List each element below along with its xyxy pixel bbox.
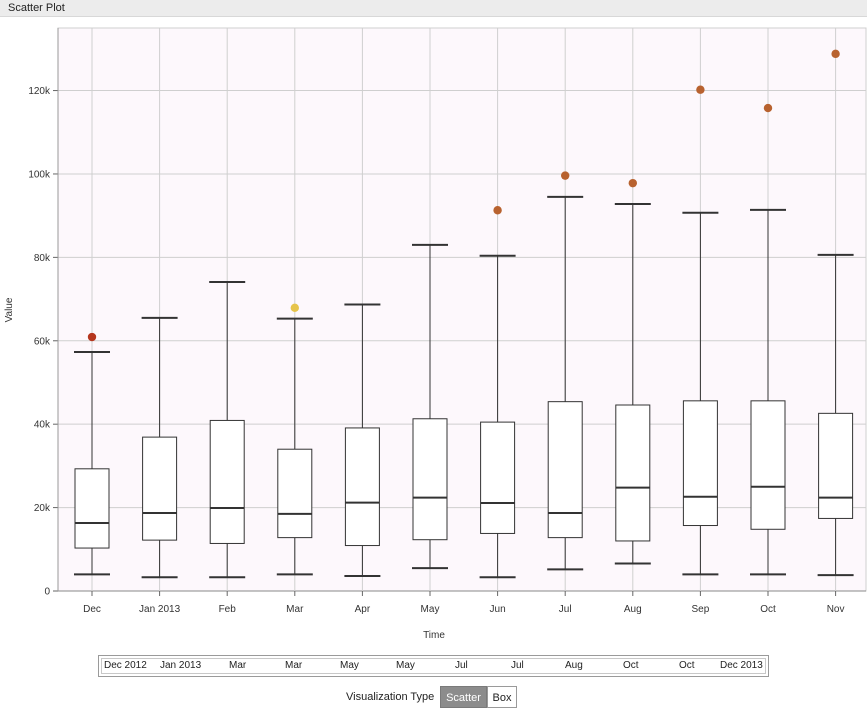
x-axis-label: Time [423, 630, 445, 641]
box-jan-2013 [141, 316, 178, 579]
outlier-point [696, 85, 705, 94]
box-toggle-button[interactable]: Box [487, 686, 517, 708]
box-iqr [615, 404, 651, 542]
range-label: Jan 2013 [160, 660, 202, 671]
window-title: Scatter Plot [8, 2, 65, 14]
box-mar [276, 317, 313, 576]
outlier-series [87, 49, 840, 342]
x-tick-label: Jan 2013 [139, 604, 181, 615]
outlier-point [561, 171, 570, 180]
y-tick-label: 0 [44, 587, 50, 598]
range-label: Dec 2013 [720, 660, 763, 671]
box-iqr [480, 421, 516, 534]
range-label: Mar [285, 660, 303, 671]
x-tick-label: Feb [219, 604, 237, 615]
plot-area [57, 27, 867, 592]
box-iqr [209, 419, 245, 544]
visualization-type-control: Visualization Type Scatter Box [0, 686, 867, 708]
outlier-point [87, 332, 97, 342]
scatter-toggle-button[interactable]: Scatter [440, 686, 487, 708]
box-iqr [682, 400, 718, 527]
window-titlebar: Scatter Plot [0, 0, 867, 17]
box-iqr [750, 400, 786, 530]
range-label: May [396, 660, 415, 671]
outlier-point [628, 178, 637, 188]
box-iqr [74, 468, 110, 549]
range-label: Oct [623, 660, 639, 671]
range-label: Jul [455, 660, 468, 671]
box-iqr [277, 448, 313, 539]
outlier-point [831, 49, 840, 59]
range-label: Dec 2012 [104, 660, 147, 671]
x-tick-label: Apr [355, 604, 371, 615]
time-range-track[interactable] [101, 658, 766, 674]
range-label: Oct [679, 660, 695, 671]
y-tick-label: 60k [34, 336, 51, 347]
box-jun [479, 254, 516, 579]
range-label: Aug [565, 660, 583, 671]
range-label: May [340, 660, 359, 671]
range-label: Mar [229, 660, 247, 671]
box-plot-chart: 0 20k 40k 60k 80k 100k 120k Dec Jan 2013 Feb Mar A… [4, 27, 867, 641]
box-may [412, 243, 448, 570]
box-nov [817, 253, 854, 577]
box-feb [209, 280, 246, 579]
y-tick-label: 120k [28, 86, 51, 97]
y-tick-label: 100k [28, 169, 51, 180]
outlier-point [763, 103, 773, 113]
box-apr [344, 303, 381, 577]
box-iqr [412, 418, 448, 541]
box-series [74, 195, 854, 579]
x-tick-label: Mar [286, 604, 304, 615]
x-tick-label: Nov [827, 604, 845, 615]
x-tick-label: Sep [692, 604, 710, 615]
y-axis: 0 20k 40k 60k 80k 100k 120k [28, 28, 59, 598]
box-aug [614, 202, 651, 565]
y-axis-label: Value [4, 297, 15, 322]
y-tick-label: 40k [34, 420, 51, 431]
box-dec [74, 351, 110, 576]
x-tick-label: Aug [624, 604, 642, 615]
y-tick-label: 20k [34, 503, 51, 514]
box-jul [547, 195, 584, 571]
visualization-type-label: Visualization Type [346, 691, 435, 703]
box-iqr [818, 412, 854, 519]
range-label: Jul [511, 660, 524, 671]
time-range-selector[interactable]: Dec 2012 Jan 2013 Mar Mar May May Jul Ju… [98, 655, 769, 677]
x-tick-label: May [421, 604, 440, 615]
x-axis: Dec Jan 2013 Feb Mar Apr May Jun Jul Aug Sep Oct No… [83, 591, 844, 615]
outlier-point [290, 303, 299, 313]
y-tick-label: 80k [34, 253, 51, 264]
x-tick-label: Jul [559, 604, 572, 615]
box-sep [682, 211, 719, 576]
outlier-point [493, 206, 502, 215]
x-tick-label: Dec [83, 604, 101, 615]
box-iqr [547, 401, 583, 539]
x-tick-label: Jun [490, 604, 506, 615]
box-iqr [344, 427, 380, 547]
box-oct [750, 208, 786, 576]
x-tick-label: Oct [760, 604, 776, 615]
box-iqr [142, 436, 178, 541]
